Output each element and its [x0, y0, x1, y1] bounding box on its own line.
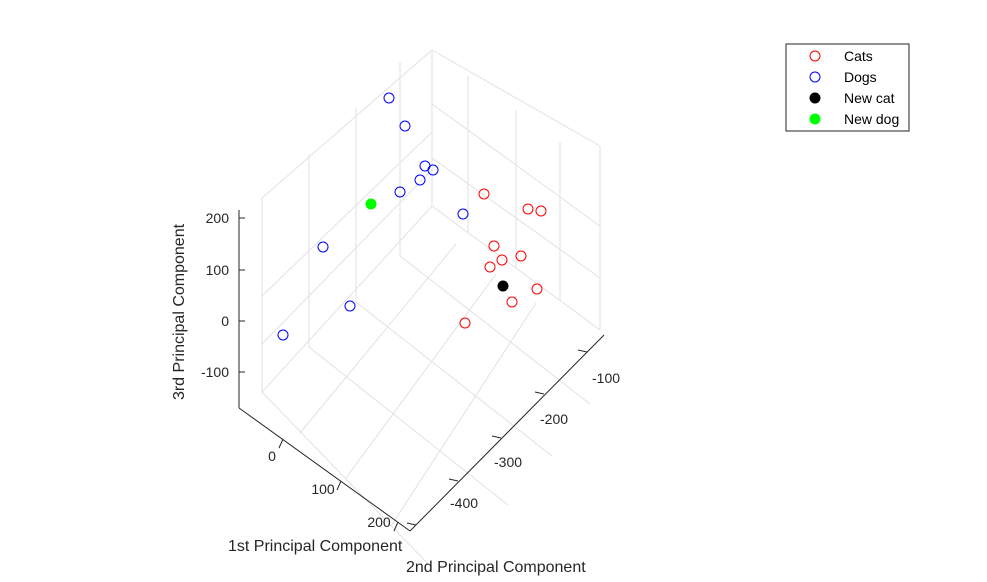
legend-label-dogs: Dogs: [844, 69, 877, 85]
legend-marker-cats: [809, 50, 821, 62]
new-dog-point: [365, 198, 377, 210]
x-tick-label: 0: [268, 448, 276, 464]
dogs-point: [277, 329, 289, 341]
legend-label-new-dog: New dog: [844, 111, 899, 127]
x-axis-label: 1st Principal Component: [228, 538, 403, 555]
cats-point: [496, 254, 508, 266]
cats-point: [488, 240, 500, 252]
legend-marker-dogs: [809, 71, 821, 83]
dogs-point: [427, 164, 439, 176]
legend-marker-new-cat: [809, 92, 821, 104]
tick-marks: [239, 217, 588, 532]
cats-point: [515, 250, 527, 262]
x-tick-label: 100: [311, 481, 335, 497]
z-tick-label: -100: [201, 364, 229, 380]
legend-marker-new-dog: [809, 113, 821, 125]
cats-point: [459, 317, 471, 329]
y-tick-label: -400: [450, 495, 478, 511]
tick-labels: 0 100 200 -100 -200 -300 -400 200 100 0 …: [201, 210, 620, 530]
legend-label-new-cat: New cat: [844, 90, 895, 106]
x-tick-label: 200: [367, 514, 391, 530]
z-tick-label: 200: [206, 210, 230, 226]
legend-box: [785, 43, 910, 132]
cats-point: [522, 203, 534, 215]
dogs-point: [344, 300, 356, 312]
legend: Cats Dogs New cat New dog: [785, 43, 910, 132]
z-axis-label: 3rd Principal Component: [171, 223, 188, 400]
axis-labels: 1st Principal Component 2nd Principal Co…: [171, 223, 586, 576]
grid-lines: [261, 49, 601, 569]
dogs-point: [383, 92, 395, 104]
y-tick-label: -100: [592, 370, 620, 386]
dogs-point: [457, 208, 469, 220]
cats-point: [535, 205, 547, 217]
dogs-point: [399, 120, 411, 132]
dogs-point: [394, 186, 406, 198]
cats-point: [531, 283, 543, 295]
legend-label-cats: Cats: [844, 48, 873, 64]
cats-point: [478, 188, 490, 200]
z-tick-label: 100: [206, 262, 230, 278]
new-cat-point: [497, 280, 509, 292]
y-axis-label: 2nd Principal Component: [406, 559, 586, 576]
dogs-point: [414, 174, 426, 186]
cats-point: [484, 261, 496, 273]
dogs-point: [317, 241, 329, 253]
z-tick-label: 0: [221, 313, 229, 329]
y-tick-label: -200: [540, 411, 568, 427]
axes-lines: [238, 210, 605, 532]
data-points: [277, 92, 547, 341]
y-tick-label: -300: [494, 454, 522, 470]
cats-point: [506, 296, 518, 308]
